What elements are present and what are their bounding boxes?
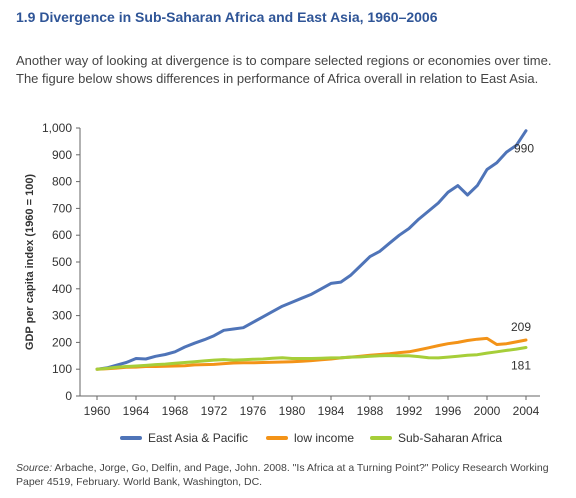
x-tick-label: 1972 bbox=[201, 404, 228, 418]
y-axis-label: GDP per capita index (1960 = 100) bbox=[24, 174, 36, 351]
intro-paragraph: Another way of looking at divergence is … bbox=[16, 53, 552, 86]
x-tick-label: 1984 bbox=[318, 404, 345, 418]
x-tick-label: 1988 bbox=[357, 404, 384, 418]
y-tick-label: 300 bbox=[52, 309, 72, 323]
y-axis: 0 100 200 300 400 500 600 700 800 900 1,000 bbox=[42, 121, 81, 403]
source-note: Source: Arbache, Jorge, Go, Delfin, and … bbox=[16, 461, 556, 489]
source-text: Arbache, Jorge, Go, Delfin, and Page, Jo… bbox=[16, 462, 549, 488]
legend: East Asia & Pacific low income Sub-Saharan… bbox=[120, 431, 502, 445]
x-tick-label: 2004 bbox=[513, 404, 540, 418]
x-tick-label: 1964 bbox=[123, 404, 150, 418]
x-axis: 1960 1964 1968 1972 1976 1980 1984 1988 1992 1996… bbox=[80, 395, 540, 418]
end-label: 990 bbox=[514, 142, 534, 156]
y-tick-label: 100 bbox=[52, 362, 72, 376]
y-tick-label: 0 bbox=[65, 389, 72, 403]
y-tick-label: 600 bbox=[52, 228, 72, 242]
end-label: 181 bbox=[511, 358, 531, 372]
figure-title: 1.9 Divergence in Sub-Saharan Africa and… bbox=[16, 9, 438, 25]
y-tick-label: 800 bbox=[52, 175, 72, 189]
legend-label: East Asia & Pacific bbox=[148, 431, 248, 445]
legend-label: low income bbox=[294, 431, 354, 445]
series-line-2 bbox=[95, 346, 528, 371]
series-line-1 bbox=[95, 336, 528, 371]
x-tick-label: 1992 bbox=[396, 404, 423, 418]
end-labels: 990 209 181 bbox=[511, 142, 534, 373]
x-tick-label: 1996 bbox=[435, 404, 462, 418]
y-tick-label: 200 bbox=[52, 335, 72, 349]
end-label: 209 bbox=[511, 320, 531, 334]
y-tick-label: 900 bbox=[52, 148, 72, 162]
legend-label: Sub-Saharan Africa bbox=[398, 431, 502, 445]
x-tick-label: 2000 bbox=[474, 404, 501, 418]
series-line-0 bbox=[95, 129, 528, 371]
y-tick-label: 1,000 bbox=[42, 121, 72, 135]
x-tick-label: 1976 bbox=[240, 404, 267, 418]
source-label: Source: bbox=[16, 462, 53, 474]
y-tick-label: 400 bbox=[52, 282, 72, 296]
x-tick-label: 1968 bbox=[162, 404, 189, 418]
x-tick-label: 1960 bbox=[84, 404, 111, 418]
series-layer bbox=[95, 129, 528, 371]
y-tick-label: 500 bbox=[52, 255, 72, 269]
y-tick-label: 700 bbox=[52, 201, 72, 215]
x-tick-label: 1980 bbox=[279, 404, 306, 418]
